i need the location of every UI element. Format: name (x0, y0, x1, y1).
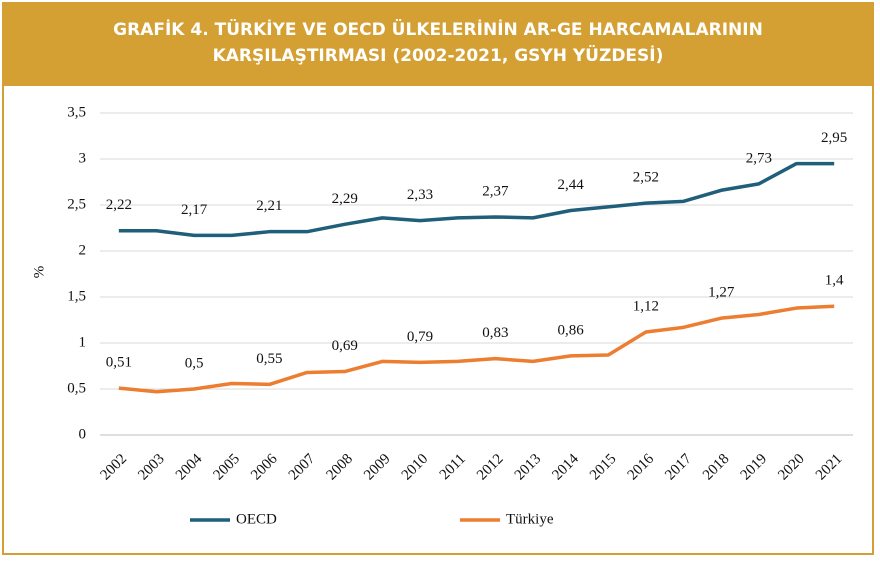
data-label: 0,5 (185, 355, 204, 371)
chart-title: GRAFİK 4. TÜRKİYE VE OECD ÜLKELERİNİN AR… (2, 2, 874, 86)
x-tick-label: 2005 (211, 451, 244, 484)
x-tick-label: 2015 (587, 451, 620, 484)
x-tick-label: 2019 (738, 451, 771, 484)
data-label: 0,86 (558, 322, 585, 338)
y-axis-label: % (31, 266, 47, 279)
data-label: 2,73 (746, 150, 772, 166)
x-tick-label: 2004 (173, 451, 206, 484)
data-label: 0,83 (482, 325, 508, 341)
series-line (118, 304, 835, 394)
x-tick-label: 2009 (361, 451, 394, 484)
data-label: 0,55 (256, 351, 282, 367)
legend-label: OECD (236, 511, 277, 527)
x-tick-label: 2017 (662, 451, 695, 484)
y-tick-label: 0 (79, 426, 87, 442)
y-tick-label: 2,5 (67, 196, 86, 212)
x-tick-label: 2021 (813, 451, 846, 484)
y-tick-label: 3,5 (67, 104, 86, 120)
data-label: 2,17 (181, 202, 208, 218)
data-label: 1,4 (825, 273, 844, 289)
data-label: 1,12 (633, 298, 659, 314)
x-tick-label: 2007 (286, 451, 319, 484)
data-label: 2,29 (332, 191, 358, 207)
x-tick-label: 2010 (399, 451, 432, 484)
data-label: 2,37 (482, 183, 509, 199)
x-tick-label: 2018 (700, 451, 733, 484)
x-tick-label: 2011 (437, 451, 469, 483)
data-label: 2,52 (633, 170, 659, 186)
y-tick-label: 1 (79, 334, 87, 350)
data-label: 2,21 (256, 198, 282, 214)
x-tick-label: 2008 (323, 451, 356, 484)
data-label: 2,22 (106, 197, 132, 213)
series-line (118, 161, 835, 238)
legend-label: Türkiye (506, 511, 554, 527)
x-tick-label: 2002 (98, 451, 131, 484)
y-tick-label: 3 (79, 150, 87, 166)
x-tick-label: 2013 (512, 451, 545, 484)
data-label: 0,69 (332, 338, 358, 354)
data-label: 0,79 (407, 329, 433, 345)
x-tick-label: 2014 (549, 451, 582, 484)
y-tick-label: 1,5 (67, 288, 86, 304)
x-tick-label: 2016 (625, 451, 658, 484)
data-label: 2,33 (407, 187, 433, 203)
x-tick-label: 2003 (135, 451, 168, 484)
y-tick-label: 0,5 (67, 380, 86, 396)
data-label: 2,95 (821, 130, 847, 146)
data-label: 0,51 (106, 355, 132, 371)
x-tick-label: 2006 (248, 451, 281, 484)
y-tick-label: 2 (79, 242, 87, 258)
data-label: 1,27 (708, 285, 735, 301)
data-label: 2,44 (558, 177, 585, 193)
x-tick-label: 2020 (775, 451, 808, 484)
x-tick-label: 2012 (474, 451, 507, 484)
